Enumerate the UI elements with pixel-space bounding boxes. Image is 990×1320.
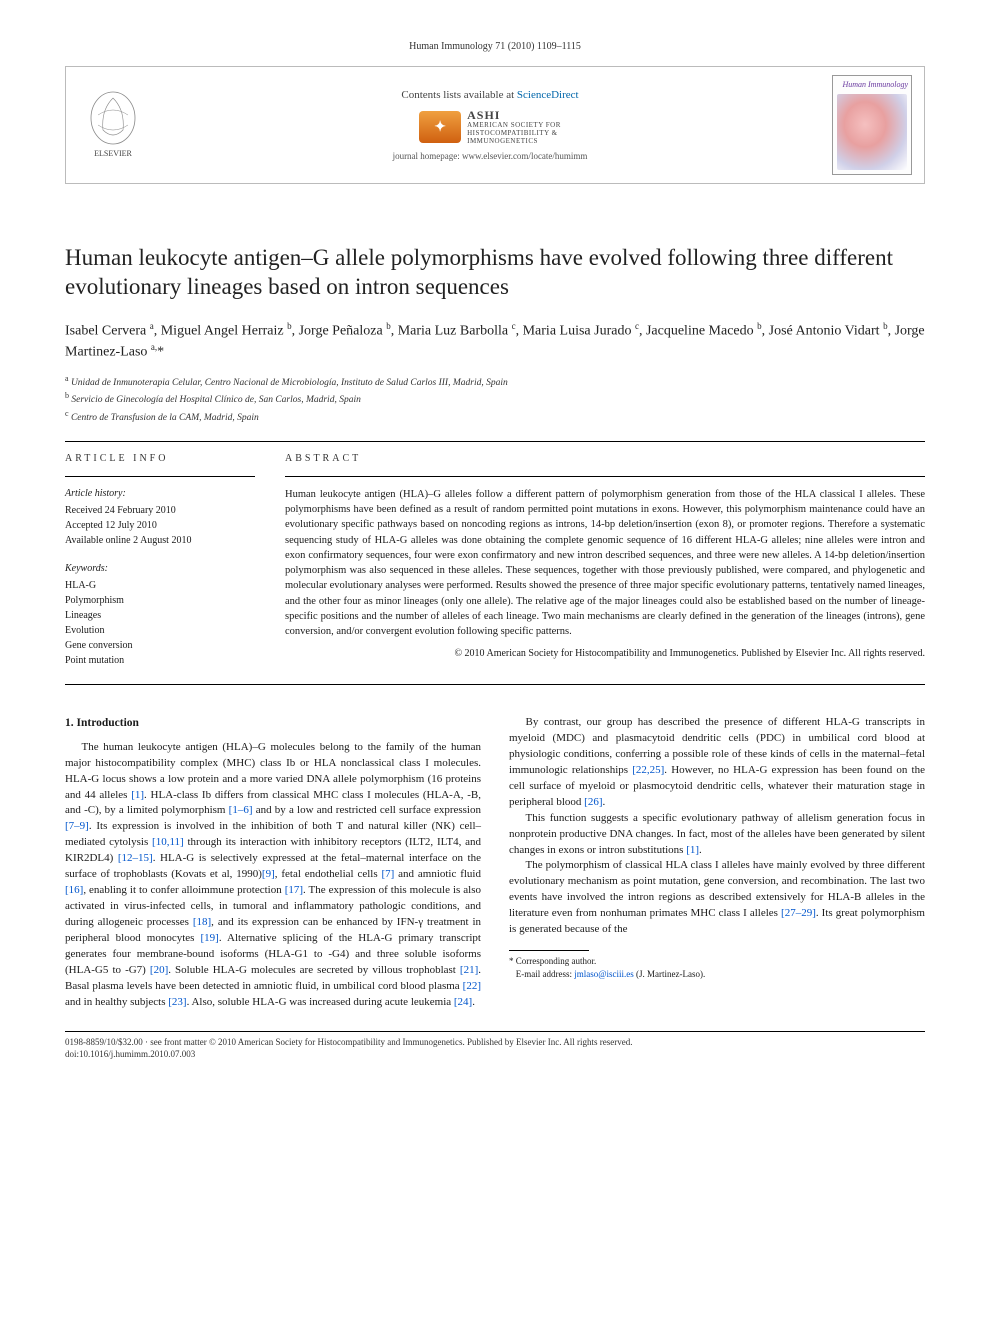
ref-link[interactable]: [22,25] xyxy=(632,764,664,776)
history-received: Received 24 February 2010 xyxy=(65,503,255,518)
affiliation-a: a Unidad de Inmunoterapia Celular, Centr… xyxy=(65,373,925,390)
abstract-column: ABSTRACT Human leukocyte antigen (HLA)–G… xyxy=(285,452,925,668)
cover-image-icon xyxy=(837,94,907,170)
elsevier-logo: ELSEVIER xyxy=(78,90,148,160)
ashi-logo: ✦ ASHI AMERICAN SOCIETY FOR HISTOCOMPATI… xyxy=(419,109,561,145)
ref-link[interactable]: [9] xyxy=(262,868,275,880)
journal-cover-thumb: Human Immunology xyxy=(832,75,912,175)
keyword-item: HLA-G xyxy=(65,578,255,593)
abstract-rule xyxy=(285,476,925,477)
footnote-separator xyxy=(509,950,589,951)
ref-link[interactable]: [16] xyxy=(65,884,83,896)
keyword-item: Point mutation xyxy=(65,653,255,668)
history-label: Article history: xyxy=(65,487,255,501)
keyword-item: Lineages xyxy=(65,608,255,623)
ashi-text: ASHI AMERICAN SOCIETY FOR HISTOCOMPATIBI… xyxy=(467,109,561,145)
ref-link[interactable]: [1–6] xyxy=(229,804,253,816)
history-accepted: Accepted 12 July 2010 xyxy=(65,518,255,533)
affiliation-c: c Centro de Transfusion de la CAM, Madri… xyxy=(65,408,925,425)
corresponding-author-label: * Corresponding author. xyxy=(509,955,925,968)
email-label: E-mail address: xyxy=(516,969,574,979)
cover-title: Human Immunology xyxy=(833,76,911,90)
ref-link[interactable]: [1] xyxy=(131,789,144,801)
intro-para-3: This function suggests a specific evolut… xyxy=(509,811,925,859)
section-1-heading: 1. Introduction xyxy=(65,715,481,732)
article-info-column: ARTICLE INFO Article history: Received 2… xyxy=(65,452,255,668)
affiliations: a Unidad de Inmunoterapia Celular, Centr… xyxy=(65,373,925,425)
banner-center: Contents lists available at ScienceDirec… xyxy=(148,88,832,162)
intro-para-2: By contrast, our group has described the… xyxy=(509,715,925,811)
ref-link[interactable]: [26] xyxy=(584,796,602,808)
ref-link[interactable]: [21] xyxy=(460,964,478,976)
article-info-label: ARTICLE INFO xyxy=(65,452,255,466)
ref-link[interactable]: [20] xyxy=(150,964,168,976)
journal-banner: ELSEVIER Contents lists available at Sci… xyxy=(65,66,925,184)
footer-rule xyxy=(65,1031,925,1032)
keyword-item: Evolution xyxy=(65,623,255,638)
footnote-block: * Corresponding author. E-mail address: … xyxy=(509,950,925,980)
history-online: Available online 2 August 2010 xyxy=(65,533,255,548)
rule-bottom-meta xyxy=(65,684,925,685)
contents-lists-line: Contents lists available at ScienceDirec… xyxy=(148,88,832,103)
meta-row: ARTICLE INFO Article history: Received 2… xyxy=(65,452,925,668)
abstract-copyright: © 2010 American Society for Histocompati… xyxy=(285,647,925,661)
ref-link[interactable]: [24] xyxy=(454,996,472,1008)
journal-homepage[interactable]: journal homepage: www.elsevier.com/locat… xyxy=(148,150,832,163)
ref-link[interactable]: [10,11] xyxy=(152,836,184,848)
ref-link[interactable]: [7] xyxy=(381,868,394,880)
contents-label: Contents lists available at xyxy=(401,89,516,101)
ref-link[interactable]: [19] xyxy=(201,932,219,944)
ref-link[interactable]: [1] xyxy=(686,844,699,856)
header-citation: Human Immunology 71 (2010) 1109–1115 xyxy=(65,40,925,54)
author-list: Isabel Cervera a, Miguel Angel Herraiz b… xyxy=(65,320,925,363)
ref-link[interactable]: [12–15] xyxy=(118,852,153,864)
ref-link[interactable]: [17] xyxy=(285,884,303,896)
intro-para-1: The human leukocyte antigen (HLA)–G mole… xyxy=(65,740,481,1011)
footer-line-2: doi:10.1016/j.humimm.2010.07.003 xyxy=(65,1048,925,1061)
ref-link[interactable]: [7–9] xyxy=(65,820,89,832)
ashi-mark-icon: ✦ xyxy=(419,111,461,143)
keyword-item: Gene conversion xyxy=(65,638,255,653)
footer-line-1: 0198-8859/10/$32.00 · see front matter ©… xyxy=(65,1036,925,1049)
email-name: (J. Martinez-Laso). xyxy=(634,969,705,979)
ref-link[interactable]: [22] xyxy=(463,980,481,992)
abstract-label: ABSTRACT xyxy=(285,452,925,466)
article-info-rule xyxy=(65,476,255,477)
affiliation-b: b Servicio de Ginecología del Hospital C… xyxy=(65,390,925,407)
keywords-label: Keywords: xyxy=(65,562,255,576)
abstract-text: Human leukocyte antigen (HLA)–G alleles … xyxy=(285,487,925,639)
ashi-sub3: IMMUNOGENETICS xyxy=(467,138,561,146)
ref-link[interactable]: [18] xyxy=(193,916,211,928)
intro-para-4: The polymorphism of classical HLA class … xyxy=(509,858,925,938)
keyword-item: Polymorphism xyxy=(65,593,255,608)
ref-link[interactable]: [23] xyxy=(168,996,186,1008)
body-text: 1. Introduction The human leukocyte anti… xyxy=(65,715,925,1011)
rule-top xyxy=(65,441,925,442)
sciencedirect-link[interactable]: ScienceDirect xyxy=(517,89,579,101)
ref-link[interactable]: [27–29] xyxy=(781,907,816,919)
corresponding-email-line: E-mail address: jmlaso@isciii.es (J. Mar… xyxy=(509,968,925,981)
elsevier-text: ELSEVIER xyxy=(94,149,132,158)
article-title: Human leukocyte antigen–G allele polymor… xyxy=(65,244,925,302)
email-link[interactable]: jmlaso@isciii.es xyxy=(574,969,634,979)
